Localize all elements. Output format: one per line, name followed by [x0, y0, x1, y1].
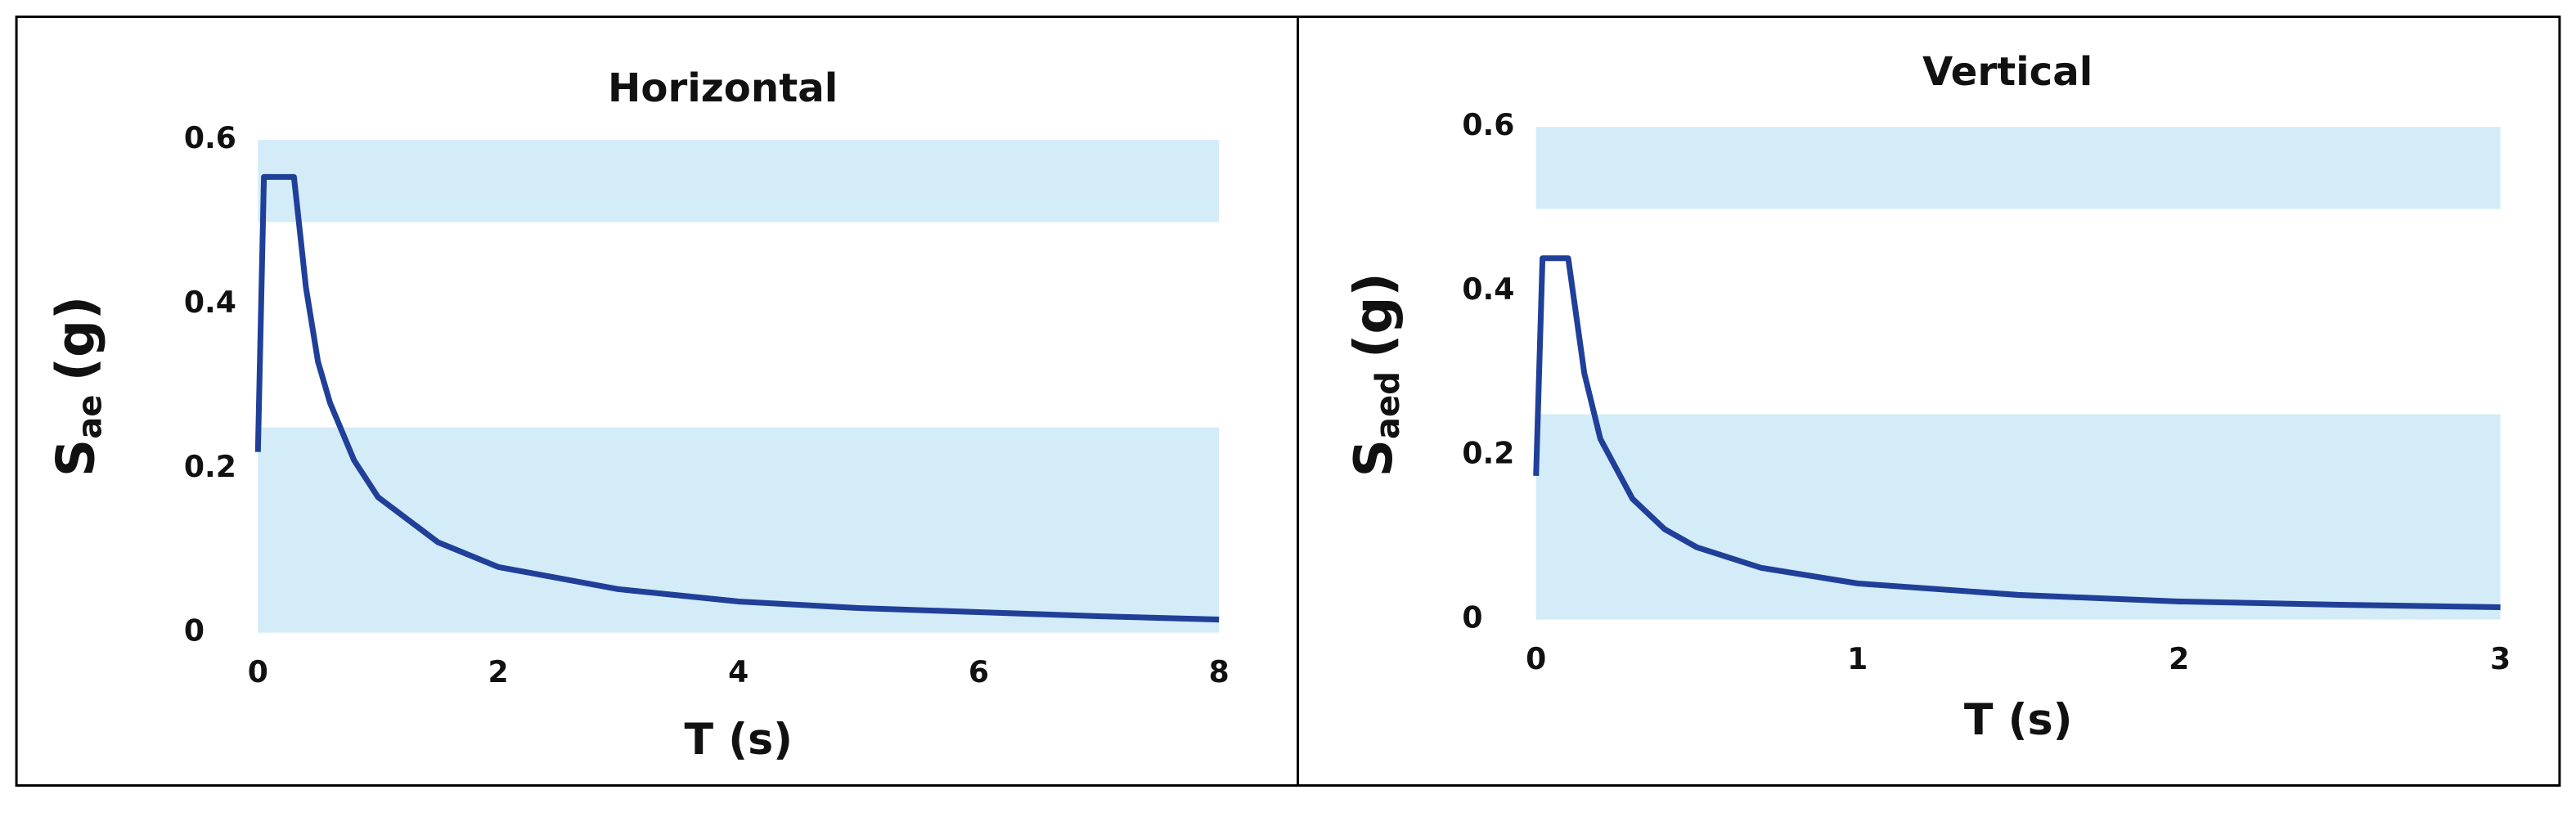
y-tick-label: 0	[184, 613, 205, 649]
y-tick-label: 0.2	[1462, 436, 1514, 471]
x-tick-label: 6	[969, 654, 989, 689]
y-tick-label: 0.4	[1462, 272, 1514, 307]
x-tick-label: 1	[1847, 641, 1868, 676]
x-axis-label: T (s)	[684, 716, 793, 765]
line-series	[254, 173, 1220, 623]
x-tick-label: 8	[1209, 654, 1230, 689]
x-tick-label: 2	[488, 654, 508, 689]
y-tick-label: 0.6	[184, 120, 236, 155]
y-axis-label: Saed (g)	[1343, 272, 1407, 477]
y-label-symbol: S	[1343, 439, 1405, 477]
y-tick-label: 0	[1462, 600, 1482, 635]
x-tick-label: 4	[728, 654, 749, 689]
line-series	[1533, 255, 2501, 611]
band	[1535, 127, 2501, 209]
y-tick-label: 0.4	[184, 285, 236, 320]
x-tick-label: 0	[248, 654, 268, 689]
band	[258, 140, 1220, 222]
x-tick-label: 3	[2490, 641, 2511, 676]
chart-title: Vertical	[1922, 49, 2093, 95]
frame	[15, 16, 2561, 787]
y-label-unit: (g)	[1343, 272, 1405, 358]
band	[1535, 414, 2501, 620]
chart-title: Horizontal	[608, 65, 838, 111]
y-axis-label: Sae (g)	[45, 296, 109, 477]
y-tick-label: 0.6	[1462, 107, 1514, 142]
y-label-unit: (g)	[45, 296, 106, 382]
y-tick-label: 0.2	[184, 449, 236, 484]
x-tick-label: 0	[1526, 641, 1546, 676]
y-label-subscript: ae	[71, 394, 109, 438]
x-tick-label: 2	[2169, 641, 2189, 676]
y-label-subscript: aed	[1369, 371, 1407, 439]
x-axis-label: T (s)	[1964, 696, 2073, 745]
y-label-symbol: S	[45, 439, 106, 477]
